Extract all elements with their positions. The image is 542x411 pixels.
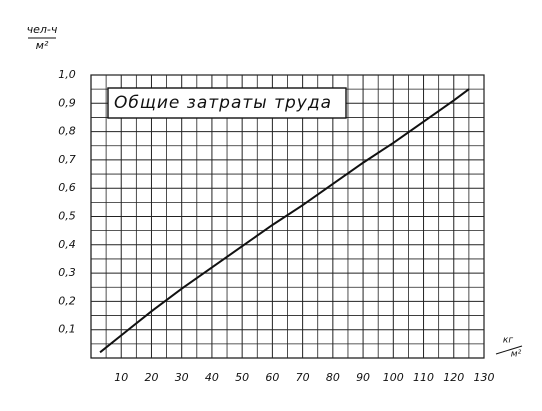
data-line (99, 88, 470, 354)
x-tick-label: 130 (474, 371, 495, 384)
chart-title: Общие затраты труда (114, 93, 332, 113)
fraction-bar (495, 345, 523, 355)
y-tick-label: 0,2 (58, 294, 76, 307)
y-tick-label: 0,4 (58, 238, 76, 251)
title-box (107, 87, 347, 119)
y-tick-label: 0,3 (58, 266, 76, 279)
x-tick-label: 40 (205, 371, 219, 384)
y-tick-label: 0,1 (58, 323, 76, 336)
x-tick-label: 110 (413, 371, 434, 384)
y-tick-label: 0,9 (58, 96, 76, 109)
x-label-numerator: кг (503, 336, 513, 346)
x-tick-label: 60 (265, 371, 279, 384)
x-tick-label: 50 (235, 371, 249, 384)
x-tick-label: 90 (356, 371, 370, 384)
y-tick-label: 0,6 (58, 181, 76, 194)
y-label-numerator: чел-ч (27, 23, 58, 36)
x-tick-label: 10 (114, 371, 128, 384)
y-tick-label: 0,8 (58, 125, 76, 138)
y-tick-label: 0,5 (58, 210, 76, 223)
y-label-denominator: м² (36, 39, 49, 52)
x-label-denominator: м² (511, 350, 522, 360)
x-tick-label: 100 (383, 371, 404, 384)
x-tick-label: 120 (443, 371, 464, 384)
y-tick-label: 0,7 (58, 153, 76, 166)
y-tick-label: 1,0 (58, 68, 76, 81)
x-tick-label: 20 (144, 371, 158, 384)
x-tick-label: 70 (296, 371, 310, 384)
x-tick-label: 80 (326, 371, 340, 384)
x-tick-label: 30 (175, 371, 189, 384)
